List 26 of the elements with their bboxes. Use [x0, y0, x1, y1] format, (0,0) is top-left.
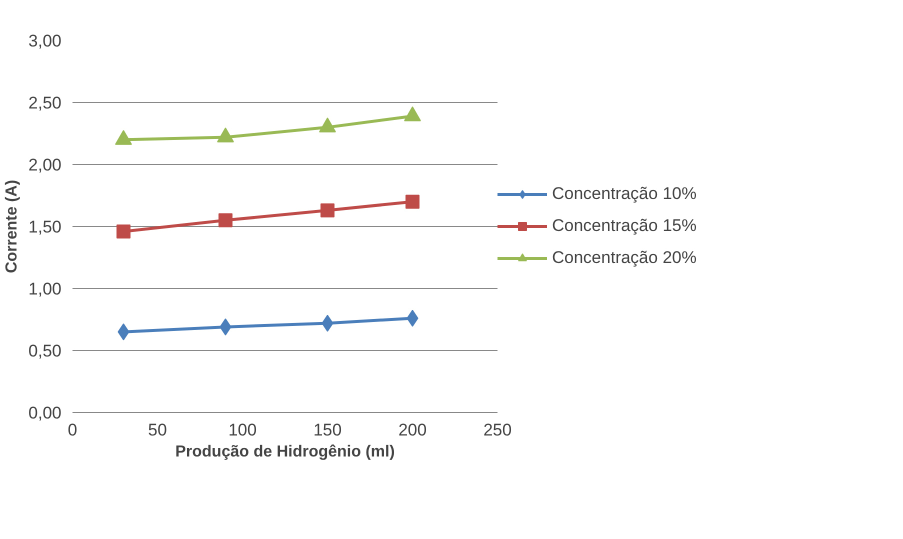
y-tick-label: 2,50 — [28, 94, 62, 112]
point — [116, 224, 130, 238]
x-tick-label: 250 — [483, 420, 512, 440]
y-tick-label: 3,00 — [28, 32, 62, 50]
x-tick-label: 200 — [398, 420, 427, 440]
legend-label: Concentração 10% — [552, 184, 697, 204]
x-tick-label: 150 — [313, 420, 342, 440]
legend-label: Concentração 20% — [552, 248, 697, 268]
y-axis-title: Corrente (A) — [3, 180, 20, 274]
y-tick-label: 0,50 — [28, 342, 62, 360]
legend-label: Concentração 15% — [552, 216, 697, 236]
point — [406, 194, 420, 209]
y-tick-label: 2,00 — [28, 156, 62, 174]
x-tick-label: 100 — [228, 420, 257, 440]
point — [218, 213, 232, 228]
point — [320, 203, 334, 218]
y-tick-label: 1,00 — [28, 280, 62, 298]
x-tick-label: 50 — [148, 420, 167, 440]
point — [115, 130, 132, 145]
y-tick-label: 0,00 — [28, 404, 62, 422]
point — [404, 106, 421, 122]
point — [319, 118, 336, 132]
point — [217, 127, 234, 142]
x-axis-title: Produção de Hidrogênio (ml) — [175, 444, 395, 460]
x-tick-label: 0 — [68, 420, 78, 440]
y-tick-label: 1,50 — [28, 218, 62, 236]
